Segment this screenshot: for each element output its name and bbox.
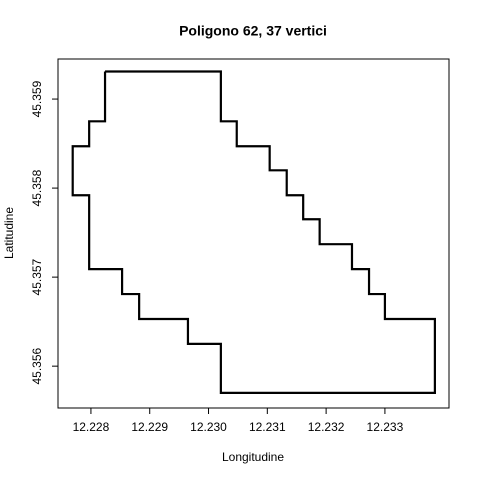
- y-tick-label: 45.356: [30, 347, 44, 384]
- y-tick-label: 45.357: [30, 258, 44, 295]
- x-axis-label: Longitudine: [222, 450, 284, 464]
- x-tick-label: 12.229: [131, 420, 168, 434]
- plot-frame: [57, 58, 450, 409]
- x-tick-label: 12.233: [367, 420, 404, 434]
- x-tick-label: 12.231: [249, 420, 286, 434]
- chart-title: Poligono 62, 37 vertici: [179, 23, 327, 39]
- y-tick-label: 45.358: [30, 169, 44, 206]
- polygon-outline: [71, 70, 436, 394]
- y-axis-label: Latitudine: [2, 207, 16, 259]
- y-tick-label: 45.359: [30, 80, 44, 117]
- x-tick-label: 12.232: [308, 420, 345, 434]
- x-tick-label: 12.228: [73, 420, 110, 434]
- x-tick-label: 12.230: [190, 420, 227, 434]
